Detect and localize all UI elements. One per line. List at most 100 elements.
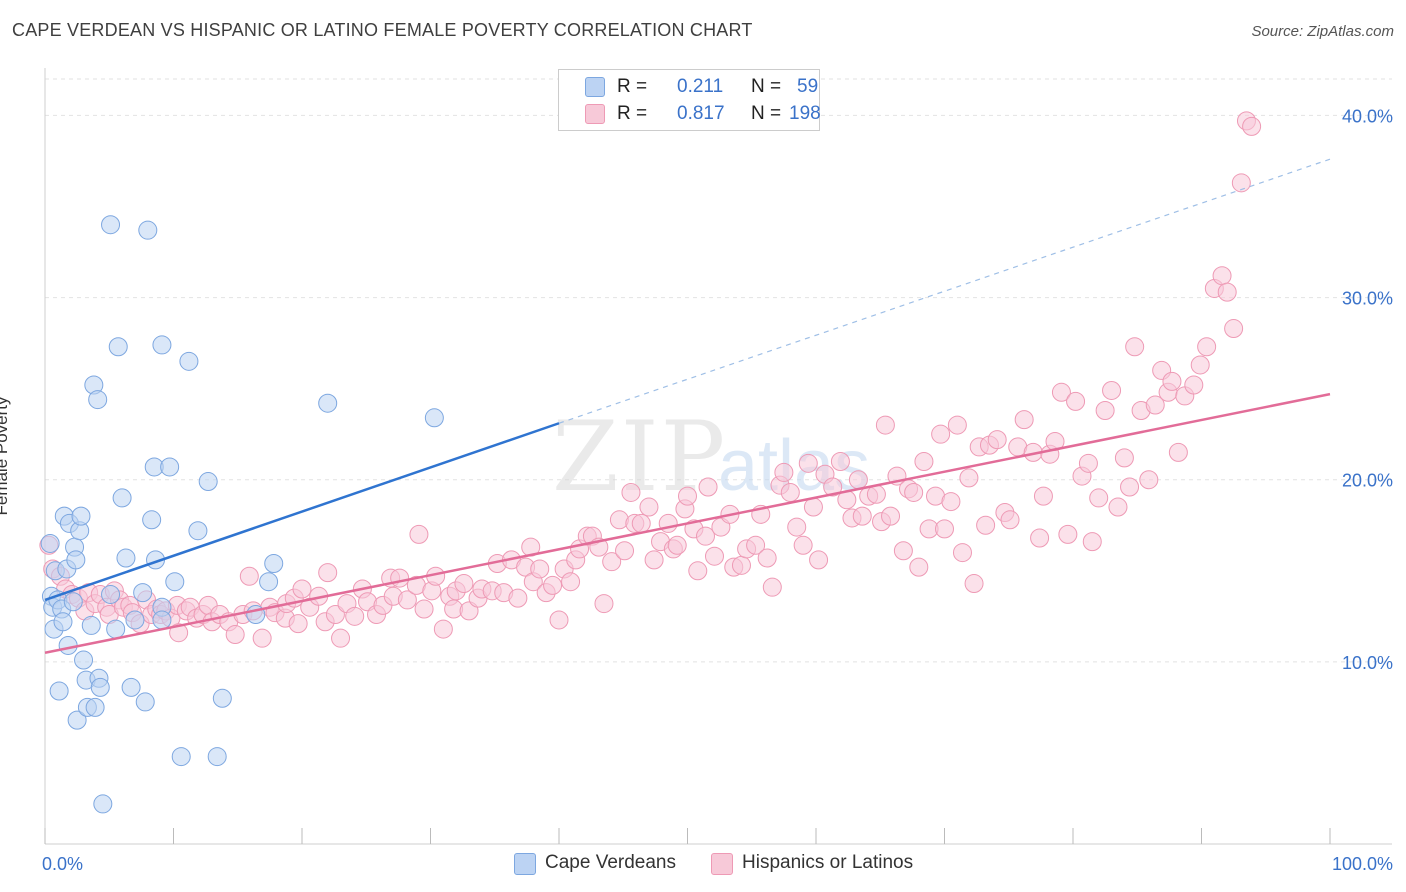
hispanic-point xyxy=(1058,524,1078,544)
y-tick-label: 20.0% xyxy=(1342,471,1393,491)
hispanic-point xyxy=(1212,266,1232,286)
hispanic-point xyxy=(594,594,614,614)
hispanic-point xyxy=(881,506,901,526)
hispanic-point xyxy=(433,619,453,639)
chart-title: CAPE VERDEAN VS HISPANIC OR LATINO FEMAL… xyxy=(12,20,753,40)
hispanic-point xyxy=(561,572,581,592)
tick-labels: 10.0% 20.0% 30.0% 40.0% 0.0% 100.0% xyxy=(42,106,1393,874)
cape-verdean-point xyxy=(198,472,218,492)
hispanic-point xyxy=(225,625,245,645)
cape-verdean-point xyxy=(171,747,191,767)
hispanic-point xyxy=(904,482,924,502)
cape-verdean-point xyxy=(207,747,227,767)
hispanic-point xyxy=(731,555,751,575)
legend-r-label: R = xyxy=(617,76,648,97)
cape-verdean-point xyxy=(67,710,87,730)
hispanic-point xyxy=(762,577,782,597)
cape-verdean-point xyxy=(135,692,155,712)
hispanic-point xyxy=(1095,401,1115,420)
hispanic-point xyxy=(746,535,766,555)
x-tick-label: 0.0% xyxy=(42,854,83,874)
series-swatch-blue xyxy=(514,853,536,875)
hispanic-point xyxy=(543,575,563,595)
hispanic-point xyxy=(1082,532,1102,552)
hispanic-point xyxy=(780,482,800,502)
correlation-legend: R = 0.211 N = 59 R = 0.817 N = 198 xyxy=(558,69,821,131)
cape-verdean-point xyxy=(90,677,110,697)
hispanic-point xyxy=(964,574,984,594)
hispanic-point xyxy=(615,541,635,561)
y-tick-label: 40.0% xyxy=(1342,106,1393,126)
legend-n-value: 59 xyxy=(797,76,819,97)
series-swatch-pink xyxy=(711,853,733,875)
hispanic-point xyxy=(621,482,641,502)
hispanic-point xyxy=(288,614,308,634)
cape-verdean-point xyxy=(63,592,83,612)
cape-verdean-point xyxy=(121,677,141,697)
hispanic-point xyxy=(631,513,651,533)
hispanic-point xyxy=(1145,395,1165,415)
axes xyxy=(44,68,1392,845)
hispanic-point xyxy=(390,568,410,588)
cape-verdean-points xyxy=(40,215,444,814)
cape-verdean-point xyxy=(93,794,113,814)
cape-verdean-point xyxy=(125,610,145,630)
hispanic-point xyxy=(345,606,365,626)
hispanic-point xyxy=(893,541,913,561)
cape-verdean-point xyxy=(49,681,69,701)
hispanic-point xyxy=(823,477,843,497)
hispanic-point xyxy=(292,579,312,599)
hispanic-point xyxy=(1231,173,1251,193)
hispanic-point xyxy=(774,462,794,482)
hispanic-point xyxy=(947,415,967,435)
hispanic-point xyxy=(875,415,895,435)
hispanic-point xyxy=(698,477,718,497)
hispanic-point xyxy=(1224,319,1244,339)
hispanic-point xyxy=(941,492,961,512)
hispanic-point xyxy=(169,623,189,643)
hispanic-points xyxy=(39,111,1262,648)
cape-verdean-point xyxy=(259,572,279,592)
hispanic-point xyxy=(1168,442,1188,462)
cape-verdean-point xyxy=(116,548,136,568)
hispanic-point xyxy=(1114,448,1134,468)
legend-swatch-blue xyxy=(585,77,605,97)
legend-n-value: 198 xyxy=(789,103,821,124)
legend-r-value: 0.211 xyxy=(677,76,724,97)
hispanic-point xyxy=(414,599,434,619)
hispanic-point xyxy=(1066,391,1086,411)
cape-verdean-point xyxy=(85,697,105,717)
hispanic-point xyxy=(976,515,996,535)
hispanic-point xyxy=(809,550,829,570)
hispanic-point xyxy=(909,557,929,577)
cape-verdean-point xyxy=(152,335,172,355)
cape-verdean-point xyxy=(108,337,128,357)
hispanic-point xyxy=(1217,282,1237,302)
hispanic-point xyxy=(704,546,724,566)
hispanic-point xyxy=(959,468,979,488)
hispanic-point xyxy=(830,452,850,471)
hispanic-point xyxy=(1190,355,1210,375)
x-tick-label: 100.0% xyxy=(1332,854,1393,874)
hispanic-point xyxy=(549,610,569,630)
cape-verdean-point xyxy=(106,619,126,639)
legend-n-label: N = xyxy=(751,103,782,124)
hispanic-point xyxy=(325,605,345,624)
hispanic-point xyxy=(1014,410,1034,430)
hispanic-point xyxy=(935,519,954,539)
hispanic-point xyxy=(678,486,697,506)
hispanic-point xyxy=(793,535,813,555)
hispanic-point xyxy=(644,550,664,570)
legend-r-label: R = xyxy=(617,103,648,124)
cape-verdean-point xyxy=(133,583,153,603)
hispanic-point xyxy=(1125,337,1145,357)
hispanic-point xyxy=(1078,453,1098,473)
cape-verdean-point xyxy=(212,688,232,708)
legend-n-label: N = xyxy=(751,76,782,97)
hispanic-point xyxy=(508,588,528,608)
cape-verdean-point xyxy=(40,533,60,553)
hispanic-point xyxy=(848,470,868,490)
cape-verdean-point xyxy=(188,521,208,541)
hispanic-point xyxy=(688,561,708,581)
